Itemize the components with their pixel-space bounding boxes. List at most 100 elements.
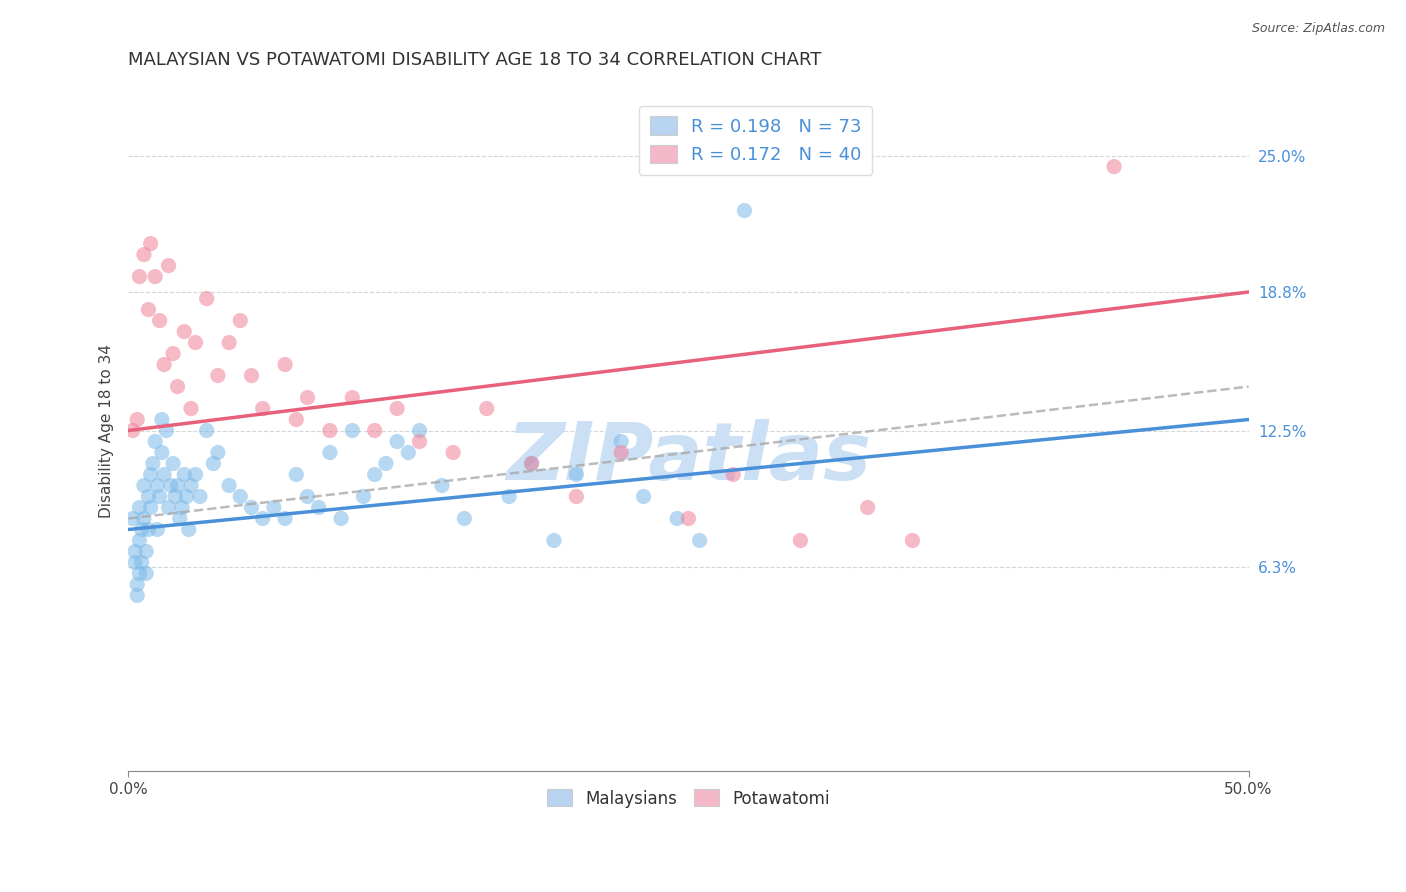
Point	[353, 490, 375, 504]
Point	[177, 523, 200, 537]
Point	[195, 424, 218, 438]
Point	[131, 523, 153, 537]
Point	[207, 368, 229, 383]
Point	[364, 467, 387, 482]
Point	[128, 566, 150, 581]
Point	[153, 358, 176, 372]
Point	[274, 511, 297, 525]
Point	[252, 511, 274, 525]
Point	[157, 259, 180, 273]
Point	[633, 490, 655, 504]
Point	[240, 368, 263, 383]
Point	[285, 412, 308, 426]
Point	[149, 490, 172, 504]
Point	[162, 457, 184, 471]
Point	[128, 533, 150, 548]
Point	[666, 511, 689, 525]
Point	[408, 424, 430, 438]
Point	[132, 247, 155, 261]
Point	[166, 379, 188, 393]
Point	[169, 511, 191, 525]
Point	[453, 511, 475, 525]
Point	[475, 401, 498, 416]
Point	[173, 325, 195, 339]
Point	[165, 490, 187, 504]
Point	[1102, 160, 1125, 174]
Point	[121, 424, 143, 438]
Point	[721, 467, 744, 482]
Point	[789, 533, 811, 548]
Point	[132, 478, 155, 492]
Point	[146, 478, 169, 492]
Point	[342, 424, 364, 438]
Point	[180, 401, 202, 416]
Point	[138, 302, 160, 317]
Point	[202, 457, 225, 471]
Point	[128, 269, 150, 284]
Point	[364, 424, 387, 438]
Point	[132, 511, 155, 525]
Point	[229, 313, 252, 327]
Point	[285, 467, 308, 482]
Point	[520, 457, 543, 471]
Text: ZIPatlas: ZIPatlas	[506, 419, 870, 497]
Point	[146, 523, 169, 537]
Point	[150, 445, 173, 459]
Legend: Malaysians, Potawatomi: Malaysians, Potawatomi	[540, 782, 837, 814]
Point	[124, 544, 146, 558]
Point	[218, 335, 240, 350]
Point	[297, 391, 319, 405]
Point	[610, 445, 633, 459]
Point	[330, 511, 353, 525]
Point	[229, 490, 252, 504]
Y-axis label: Disability Age 18 to 34: Disability Age 18 to 34	[100, 343, 114, 517]
Point	[385, 401, 408, 416]
Point	[188, 490, 211, 504]
Text: MALAYSIAN VS POTAWATOMI DISABILITY AGE 18 TO 34 CORRELATION CHART: MALAYSIAN VS POTAWATOMI DISABILITY AGE 1…	[128, 51, 821, 69]
Point	[159, 478, 181, 492]
Point	[139, 467, 162, 482]
Point	[143, 269, 166, 284]
Point	[689, 533, 711, 548]
Point	[124, 556, 146, 570]
Point	[834, 148, 856, 162]
Point	[170, 500, 193, 515]
Point	[408, 434, 430, 449]
Point	[498, 490, 520, 504]
Point	[128, 500, 150, 515]
Point	[180, 478, 202, 492]
Point	[565, 467, 588, 482]
Point	[135, 566, 157, 581]
Point	[385, 434, 408, 449]
Point	[297, 490, 319, 504]
Point	[138, 523, 160, 537]
Point	[135, 544, 157, 558]
Point	[155, 424, 177, 438]
Point	[543, 533, 565, 548]
Point	[274, 358, 297, 372]
Point	[162, 346, 184, 360]
Point	[901, 533, 924, 548]
Point	[195, 292, 218, 306]
Point	[131, 556, 153, 570]
Point	[240, 500, 263, 515]
Point	[733, 203, 755, 218]
Point	[520, 457, 543, 471]
Point	[218, 478, 240, 492]
Point	[319, 424, 342, 438]
Point	[565, 490, 588, 504]
Point	[166, 478, 188, 492]
Point	[173, 467, 195, 482]
Point	[678, 511, 700, 525]
Point	[139, 236, 162, 251]
Point	[184, 467, 207, 482]
Point	[149, 313, 172, 327]
Text: Source: ZipAtlas.com: Source: ZipAtlas.com	[1251, 22, 1385, 36]
Point	[441, 445, 464, 459]
Point	[153, 467, 176, 482]
Point	[207, 445, 229, 459]
Point	[374, 457, 396, 471]
Point	[127, 577, 149, 591]
Point	[319, 445, 342, 459]
Point	[143, 434, 166, 449]
